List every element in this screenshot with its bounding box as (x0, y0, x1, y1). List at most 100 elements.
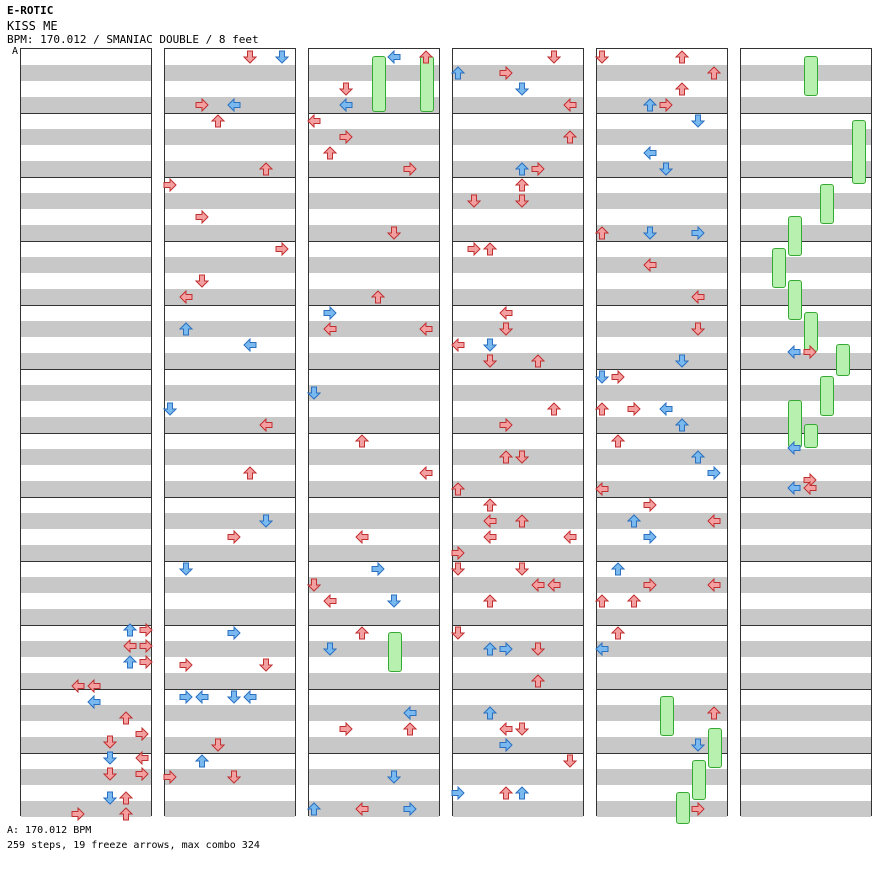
step-arrow-right-icon (499, 641, 513, 657)
step-arrow-icon (122, 622, 138, 637)
step-arrow-down-icon (338, 81, 354, 96)
beat-band (309, 385, 439, 401)
song-title: KISS ME (7, 19, 58, 33)
step-arrow-up-icon (482, 497, 498, 512)
step-arrow-left-icon (243, 337, 257, 353)
step-arrow-down-icon (386, 225, 402, 240)
step-arrow-down-icon (322, 641, 338, 656)
beat-band (453, 257, 583, 273)
measure-line (309, 497, 439, 498)
step-arrow-right-icon (499, 65, 513, 81)
step-arrow-left-icon (643, 145, 657, 161)
beat-band (21, 737, 151, 753)
step-arrow-left-icon (403, 705, 417, 721)
measure-line (597, 689, 727, 690)
step-arrow-icon (139, 654, 153, 670)
step-arrow-down-icon (546, 49, 562, 64)
beat-band (741, 289, 871, 305)
freeze-arrow (708, 728, 722, 768)
beat-band (741, 161, 871, 177)
beat-band (21, 545, 151, 561)
step-arrow-icon (139, 622, 153, 638)
step-arrow-up-icon (674, 81, 690, 96)
step-arrow-down-icon (226, 689, 242, 704)
beat-band (309, 737, 439, 753)
measure-line (309, 753, 439, 754)
step-arrow-icon (118, 806, 134, 821)
measure-line (165, 177, 295, 178)
beat-band (453, 641, 583, 657)
step-arrow-up-icon (210, 113, 226, 128)
beat-band (165, 321, 295, 337)
beat-band (741, 97, 871, 113)
beat-band (597, 225, 727, 241)
beat-band (21, 129, 151, 145)
beat-band (597, 545, 727, 561)
artist-name: E-ROTIC (7, 4, 54, 17)
step-arrow-left-icon (531, 577, 545, 593)
bpm-legend: A: 170.012 BPM (7, 825, 92, 836)
step-arrow-up-icon (402, 721, 418, 736)
beat-band (165, 609, 295, 625)
beat-band (453, 65, 583, 81)
measure-line (21, 113, 151, 114)
beat-band (21, 161, 151, 177)
beat-band (21, 257, 151, 273)
freeze-arrow (804, 424, 818, 448)
beat-band (165, 65, 295, 81)
step-arrow-left-icon (483, 529, 497, 545)
step-arrow-right-icon (691, 801, 705, 817)
step-arrow-up-icon (594, 401, 610, 416)
step-arrow-left-icon (195, 689, 209, 705)
step-arrow-left-icon (595, 481, 609, 497)
beat-band (309, 769, 439, 785)
beat-band (453, 673, 583, 689)
beat-band (165, 705, 295, 721)
freeze-arrow (836, 344, 850, 376)
beat-band (309, 129, 439, 145)
step-arrow-icon (87, 678, 101, 694)
step-arrow-up-icon (498, 449, 514, 464)
step-arrow-icon (71, 806, 85, 822)
beat-band (21, 801, 151, 817)
beat-band (597, 513, 727, 529)
step-arrow-icon (87, 694, 101, 710)
measure-line (165, 305, 295, 306)
step-arrow-right-icon (195, 97, 209, 113)
step-arrow-right-icon (195, 209, 209, 225)
step-arrow-left-icon (483, 513, 497, 529)
beat-band (741, 193, 871, 209)
beat-band (165, 385, 295, 401)
measure-line (21, 177, 151, 178)
beat-band (741, 705, 871, 721)
beat-band (21, 577, 151, 593)
step-arrow-left-icon (707, 577, 721, 593)
step-arrow-left-icon (387, 49, 401, 65)
step-arrow-right-icon (643, 529, 657, 545)
measure-line (453, 113, 583, 114)
measure-line (309, 689, 439, 690)
step-arrow-left-icon (323, 593, 337, 609)
chart-info: BPM: 170.012 / SMANIAC DOUBLE / 8 feet (7, 33, 259, 46)
step-arrow-right-icon (627, 401, 641, 417)
step-arrow-up-icon (610, 625, 626, 640)
freeze-arrow (372, 56, 386, 112)
step-arrow-icon (102, 766, 118, 781)
freeze-arrow (852, 120, 866, 184)
freeze-arrow (820, 376, 834, 416)
beat-band (741, 257, 871, 273)
step-arrow-right-icon (179, 657, 193, 673)
step-arrow-down-icon (450, 561, 466, 576)
step-arrow-left-icon (243, 689, 257, 705)
beat-band (21, 769, 151, 785)
beat-band (453, 737, 583, 753)
step-arrow-down-icon (562, 753, 578, 768)
beat-band (741, 225, 871, 241)
beat-band (309, 321, 439, 337)
step-arrow-left-icon (563, 529, 577, 545)
step-arrow-up-icon (242, 465, 258, 480)
measure-line (597, 497, 727, 498)
step-arrow-down-icon (466, 193, 482, 208)
step-arrow-icon (135, 766, 149, 782)
beat-band (453, 609, 583, 625)
